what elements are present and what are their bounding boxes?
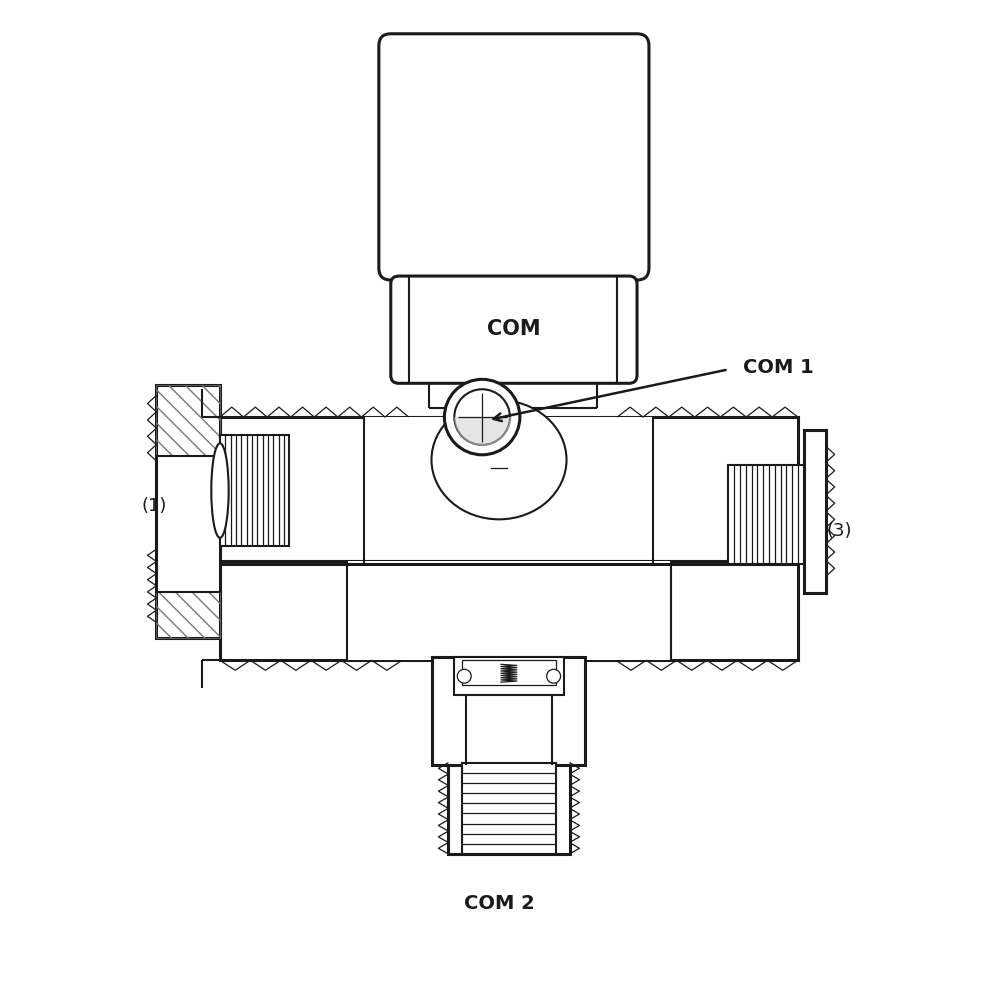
Bar bbox=[156, 385, 220, 456]
Text: (3): (3) bbox=[827, 522, 852, 540]
Text: COM 2: COM 2 bbox=[464, 894, 534, 914]
Bar bbox=[432, 657, 585, 765]
Text: COM 1: COM 1 bbox=[743, 357, 814, 377]
Bar bbox=[220, 435, 289, 546]
Ellipse shape bbox=[211, 443, 229, 538]
Bar bbox=[432, 657, 585, 765]
Bar bbox=[220, 417, 798, 564]
Bar bbox=[347, 561, 671, 660]
Circle shape bbox=[547, 669, 561, 683]
Bar bbox=[454, 657, 564, 695]
Text: (1): (1) bbox=[142, 497, 167, 515]
Bar bbox=[728, 465, 804, 564]
Bar bbox=[804, 430, 826, 593]
Circle shape bbox=[454, 389, 510, 445]
Bar bbox=[156, 385, 220, 638]
Ellipse shape bbox=[431, 400, 567, 519]
Bar bbox=[156, 592, 220, 638]
Bar bbox=[220, 417, 798, 564]
Bar bbox=[364, 417, 653, 564]
Circle shape bbox=[444, 379, 520, 455]
Circle shape bbox=[457, 669, 471, 683]
Bar bbox=[448, 763, 570, 854]
Bar bbox=[462, 763, 556, 854]
Bar bbox=[466, 657, 552, 765]
FancyBboxPatch shape bbox=[391, 276, 637, 383]
Bar bbox=[220, 561, 798, 660]
Bar bbox=[220, 561, 798, 660]
FancyBboxPatch shape bbox=[379, 34, 649, 280]
Bar bbox=[462, 660, 556, 685]
Text: COM: COM bbox=[487, 319, 541, 339]
